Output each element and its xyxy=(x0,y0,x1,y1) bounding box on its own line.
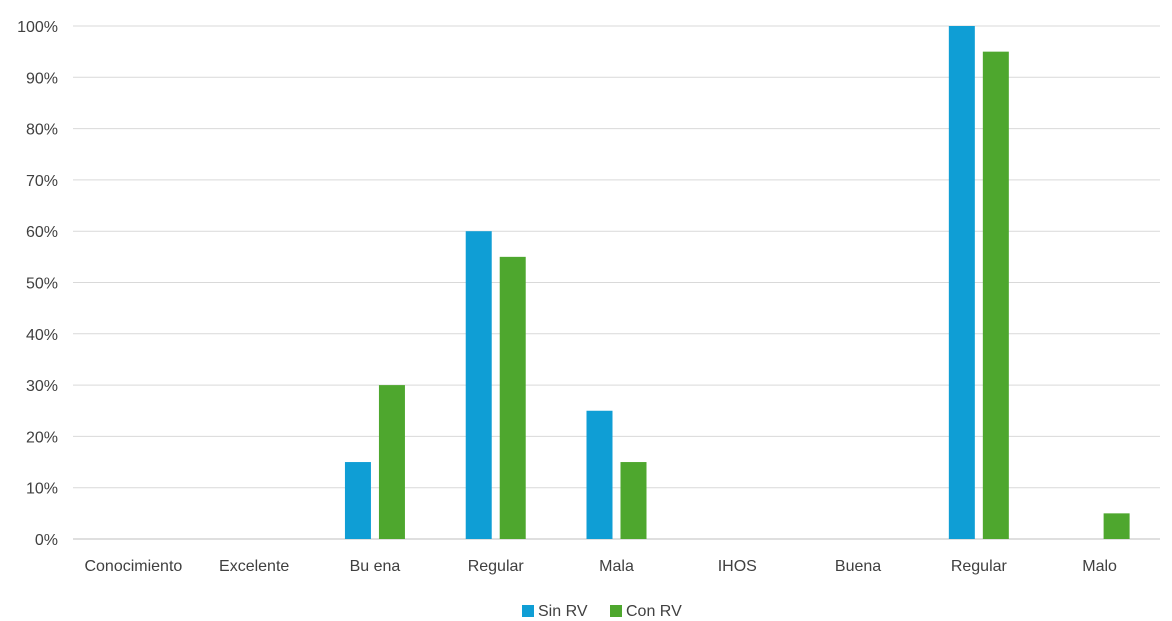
y-axis: 0% 10% 20% 30% 40% 50% 60% 70% 80% 90% 100% xyxy=(17,19,58,549)
legend-label-sin-rv: Sin RV xyxy=(538,603,588,620)
bar-sin-rv xyxy=(948,26,975,539)
x-tick-label: Bu ena xyxy=(350,558,401,575)
legend: Sin RV Con RV xyxy=(522,603,682,620)
y-tick-label: 100% xyxy=(17,19,58,36)
y-tick-label: 0% xyxy=(35,532,58,549)
bar-sin-rv xyxy=(465,231,492,539)
x-tick-label: IHOS xyxy=(718,558,757,575)
x-tick-label: Malo xyxy=(1082,558,1117,575)
y-tick-label: 50% xyxy=(26,276,58,293)
y-tick-label: 10% xyxy=(26,481,58,498)
bar-con-rv xyxy=(499,256,526,539)
legend-swatch-con-rv xyxy=(610,605,622,617)
y-tick-label: 20% xyxy=(26,429,58,446)
bar-sin-rv xyxy=(344,462,371,539)
y-tick-label: 40% xyxy=(26,327,58,344)
x-tick-label: Regular xyxy=(468,558,525,575)
bar-con-rv xyxy=(620,462,647,539)
x-tick-label: Excelente xyxy=(219,558,289,575)
bar-con-rv xyxy=(1103,513,1130,539)
x-tick-label: Buena xyxy=(835,558,881,575)
x-tick-label: Mala xyxy=(599,558,634,575)
bars xyxy=(344,26,1130,540)
bar-con-rv xyxy=(982,51,1009,540)
x-tick-label: Conocimiento xyxy=(84,558,182,575)
legend-label-con-rv: Con RV xyxy=(626,603,682,620)
y-tick-label: 80% xyxy=(26,122,58,139)
x-axis: Conocimiento Excelente Bu ena Regular Mala IH… xyxy=(84,558,1117,575)
y-tick-label: 30% xyxy=(26,378,58,395)
bar-con-rv xyxy=(378,385,405,539)
legend-swatch-sin-rv xyxy=(522,605,534,617)
y-tick-label: 90% xyxy=(26,70,58,87)
x-tick-label: Regular xyxy=(951,558,1008,575)
bar-sin-rv xyxy=(586,410,613,539)
y-tick-label: 60% xyxy=(26,224,58,241)
y-tick-label: 70% xyxy=(26,173,58,190)
gridlines xyxy=(73,25,1160,540)
